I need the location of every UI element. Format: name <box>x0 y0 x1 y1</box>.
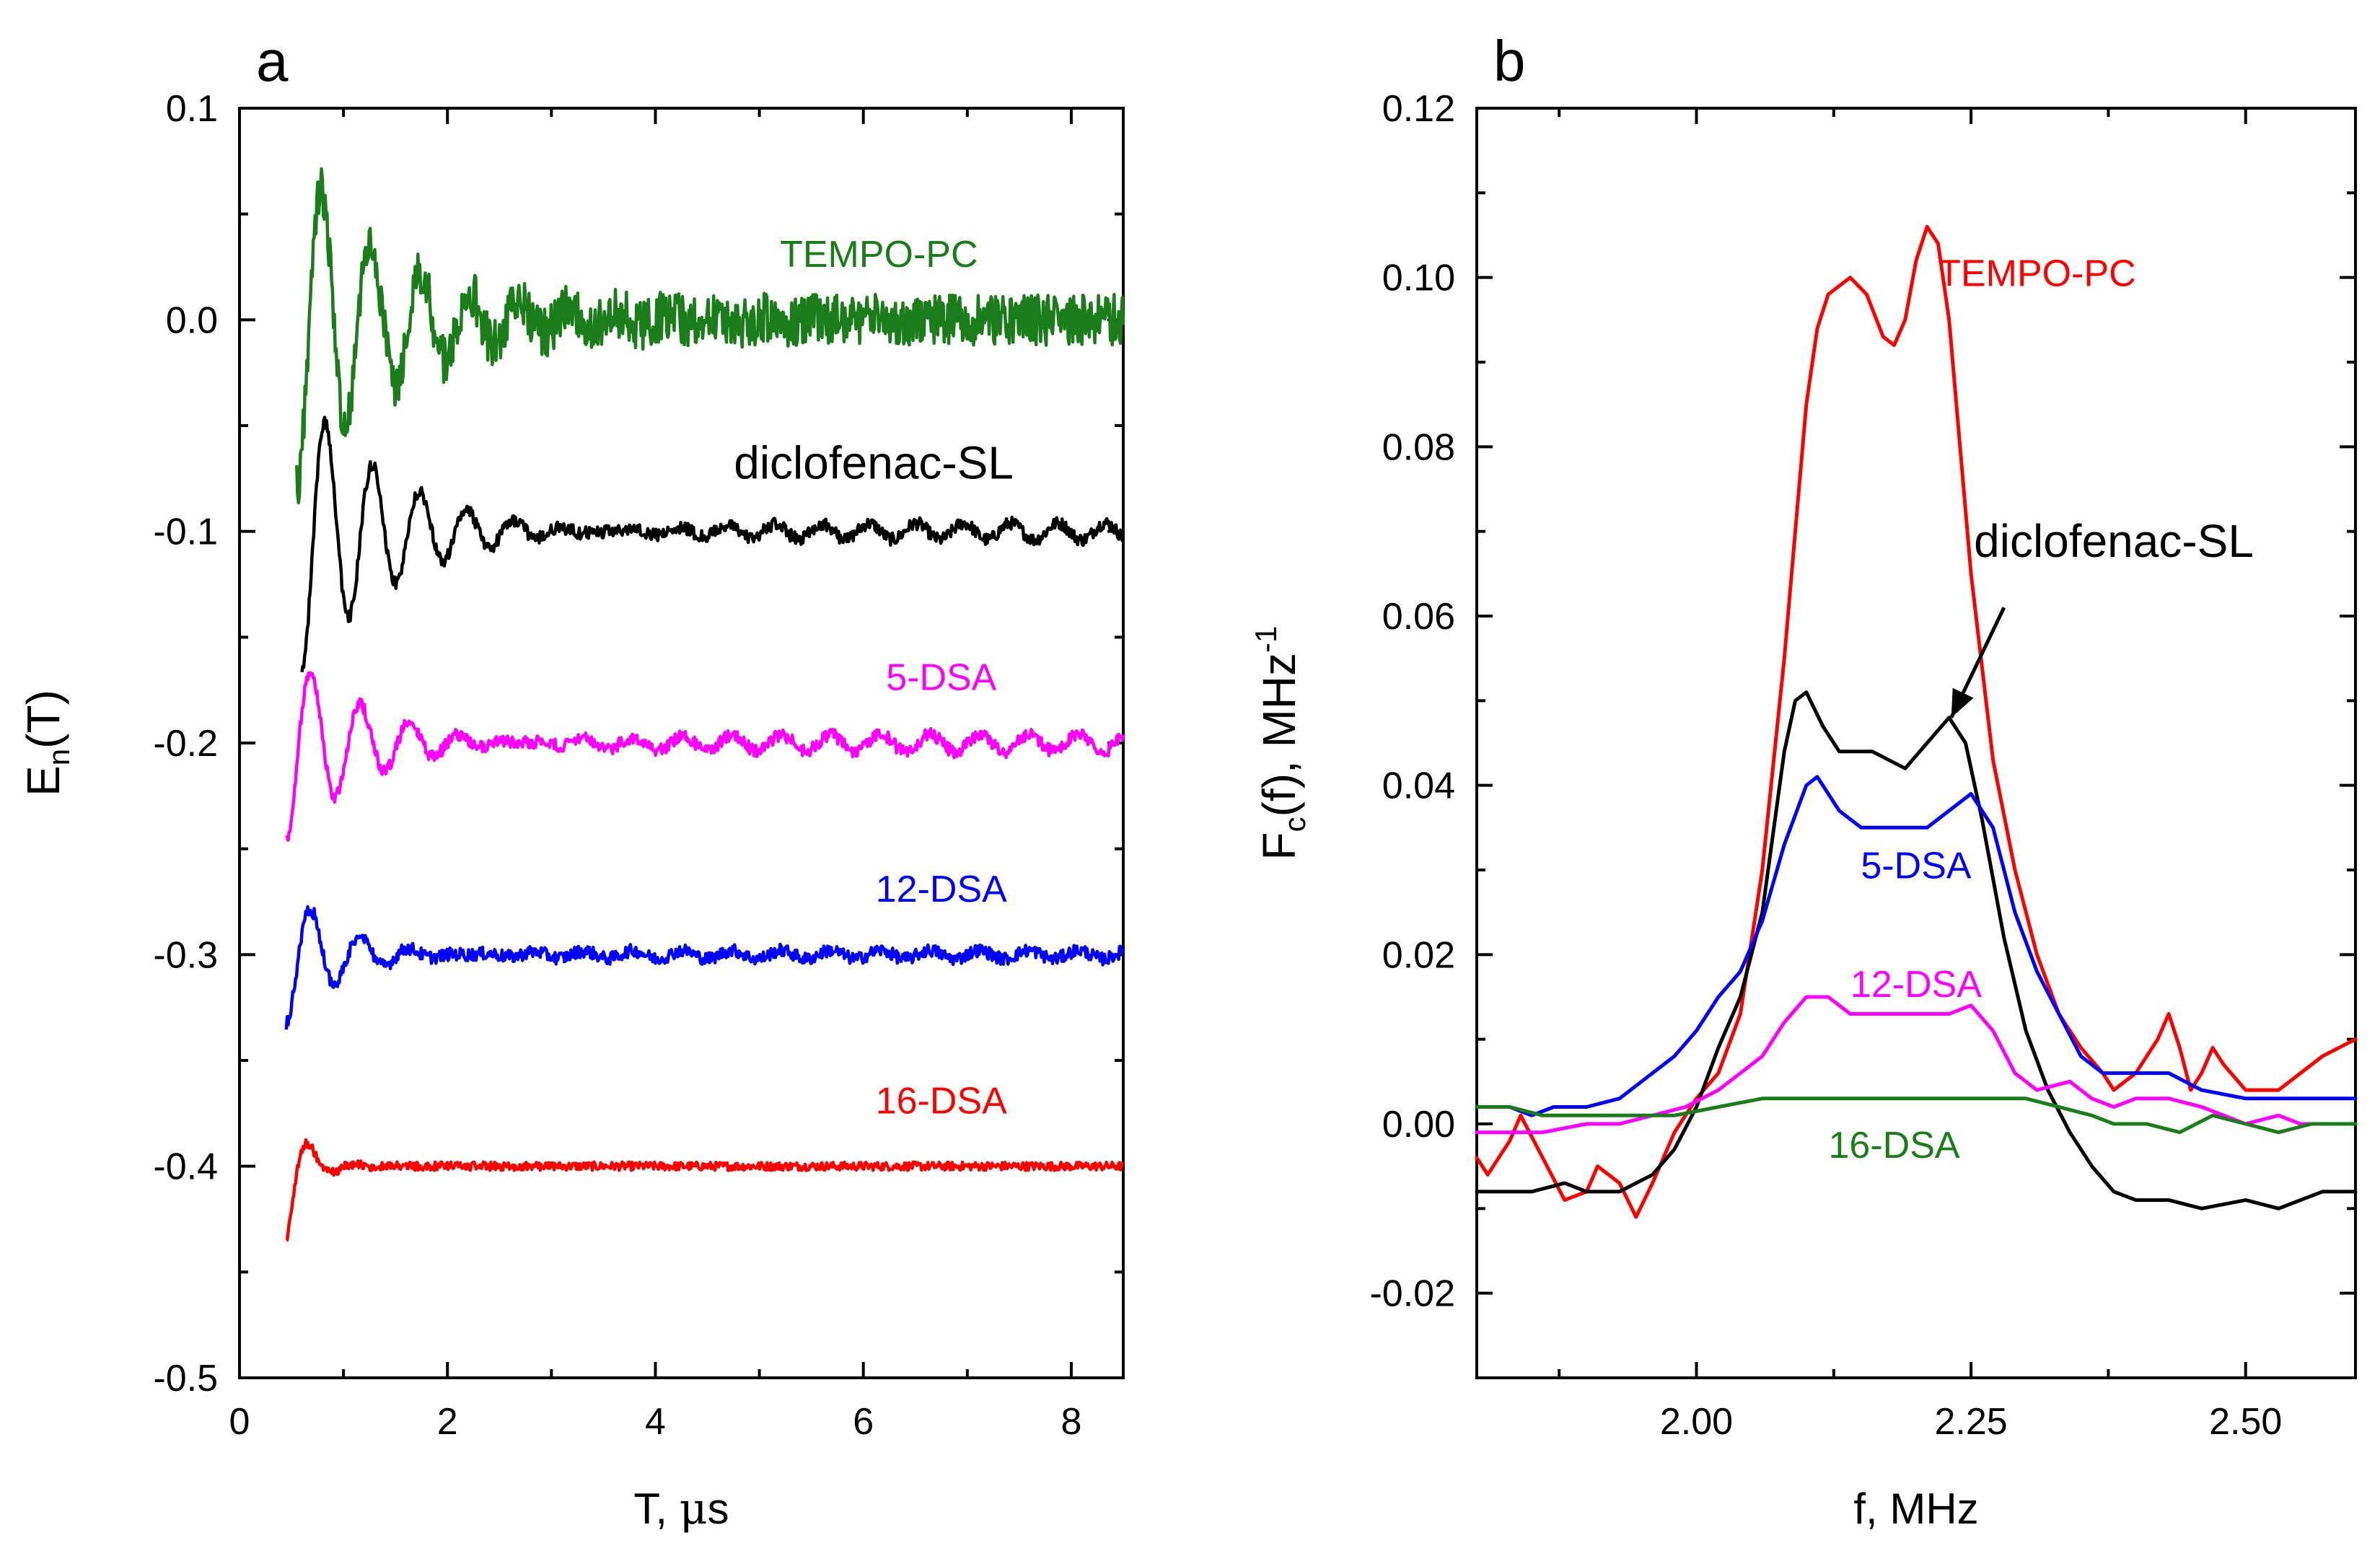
panel-b-ytick-label: 0.10 <box>1382 258 1455 299</box>
panel-b-ylabel: Fc(f), MHz-1 <box>1249 626 1312 861</box>
panel-a-chart: 0 2 4 6 8 0.1 0.0 -0.1 -0.2 -0.3 -0.4 -0.5 a TEMPO-PC… <box>17 29 1125 1534</box>
series-label-tempo-pc: TEMPO-PC <box>1938 252 2135 294</box>
panel-b-ytick-label: 0.04 <box>1382 765 1455 807</box>
panel-b-ytick-label: 0.00 <box>1382 1104 1455 1146</box>
series-label-diclofenac-sl: diclofenac-SL <box>734 436 1014 488</box>
series-label-12-dsa: 12-DSA <box>876 869 1007 910</box>
panel-b-xtick-label: 2.25 <box>1935 1401 2008 1443</box>
series-label-5-dsa: 5-DSA <box>886 657 996 699</box>
panel-b-xlabel: f, MHz <box>1853 1485 1978 1533</box>
series-label-16-dsa: 16-DSA <box>876 1080 1007 1122</box>
series-label-diclofenac-sl: diclofenac-SL <box>1974 515 2254 567</box>
panel-b-xtick-label: 2.50 <box>2209 1401 2282 1443</box>
panel-a-ytick-label: -0.4 <box>153 1146 218 1188</box>
panel-a-ytick-label: -0.2 <box>153 723 218 765</box>
panel-a-ytick-label: 0.1 <box>166 88 218 130</box>
panel-a-xlabel: T, μs <box>633 1484 729 1534</box>
panel-a-ytick-label: -0.1 <box>153 511 218 553</box>
panel-a-xtick-label: 6 <box>853 1401 874 1443</box>
panel-a-ylabel: En(T) <box>17 690 76 796</box>
panel-b-ytick-label: 0.12 <box>1382 88 1455 130</box>
panel-b-ytick-label: 0.02 <box>1382 934 1455 976</box>
panel-a-label: a <box>256 29 289 93</box>
panel-a-xtick-label: 2 <box>437 1401 458 1443</box>
panel-b-ytick-label: 0.08 <box>1382 426 1455 468</box>
annotation-arrow-head <box>1951 687 1974 718</box>
series-label-12-dsa: 12-DSA <box>1850 964 1982 1006</box>
panel-a-xtick-label: 0 <box>229 1401 250 1443</box>
panel-a-ytick-label: -0.5 <box>153 1358 218 1399</box>
panel-a-ytick-label: -0.3 <box>153 934 218 976</box>
series-line-16-dsa <box>1475 1096 2358 1135</box>
series-line-12-dsa <box>284 905 1125 1030</box>
panel-b-chart: 2.00 2.25 2.50 0.12 0.10 0.08 0.06 0.04 0.02 0.00… <box>1249 29 2358 1533</box>
panel-b-ytick-label: -0.02 <box>1369 1273 1455 1315</box>
panel-b-xtick-label: 2.00 <box>1660 1401 1733 1443</box>
series-line-5-dsa <box>285 671 1125 843</box>
series-label-5-dsa: 5-DSA <box>1861 845 1971 887</box>
panel-b-plot-frame <box>1475 107 2357 1379</box>
series-line-16-dsa <box>285 1138 1124 1242</box>
panel-a-xtick-label: 8 <box>1061 1401 1081 1443</box>
panel-a-xtick-label: 4 <box>645 1401 666 1443</box>
series-line-tempo-pc <box>1475 224 2358 1219</box>
series-line-5-dsa <box>1475 775 2358 1117</box>
series-line-tempo-pc <box>295 167 1125 505</box>
series-line-diclofenac-sl <box>1475 690 2358 1210</box>
series-label-16-dsa: 16-DSA <box>1829 1125 1960 1166</box>
series-line-diclofenac-sl <box>300 416 1125 673</box>
panel-b-ytick-label: 0.06 <box>1382 596 1455 638</box>
series-label-tempo-pc: TEMPO-PC <box>780 234 978 276</box>
panel-a-ytick-label: 0.0 <box>166 299 218 341</box>
panel-b-label: b <box>1493 29 1526 93</box>
